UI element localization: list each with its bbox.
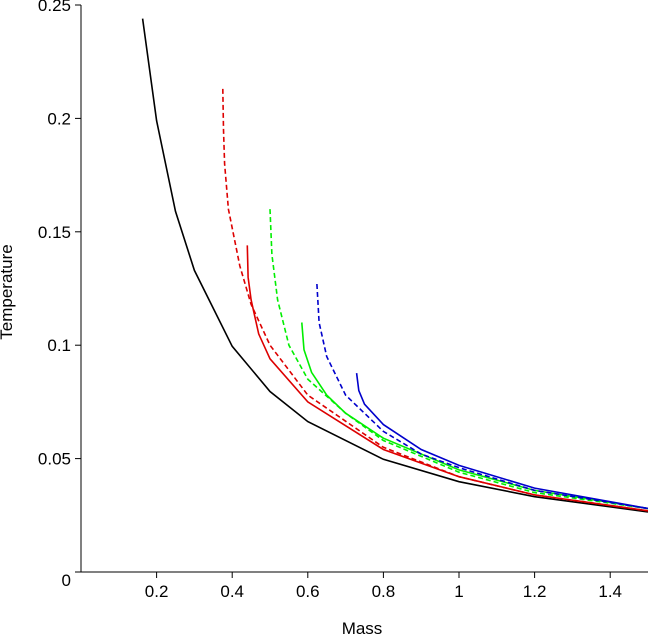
x-tick-label: 1 [454, 582, 463, 601]
x-tick-label: 0.6 [296, 582, 320, 601]
series-line [246, 245, 648, 512]
series-line [269, 209, 648, 510]
x-tick-label: 0.8 [372, 582, 396, 601]
y-tick-label: 0.25 [38, 0, 71, 15]
x-tick-label: 1.2 [523, 582, 547, 601]
y-axis-label: Temperature [0, 244, 16, 339]
y-tick-label: 0 [62, 571, 71, 590]
y-tick-label: 0.2 [47, 109, 71, 128]
y-tick-label: 0.05 [38, 450, 71, 469]
series-line [222, 88, 648, 512]
series-line [316, 283, 648, 510]
x-tick-label: 1.4 [598, 582, 622, 601]
series-line [141, 18, 648, 513]
x-tick-label: 0.2 [145, 582, 169, 601]
x-tick-label: 0.4 [220, 582, 244, 601]
y-tick-label: 0.1 [47, 336, 71, 355]
y-tick-label: 0.15 [38, 223, 71, 242]
series-line [355, 373, 648, 510]
x-axis-label: Mass [342, 619, 383, 635]
